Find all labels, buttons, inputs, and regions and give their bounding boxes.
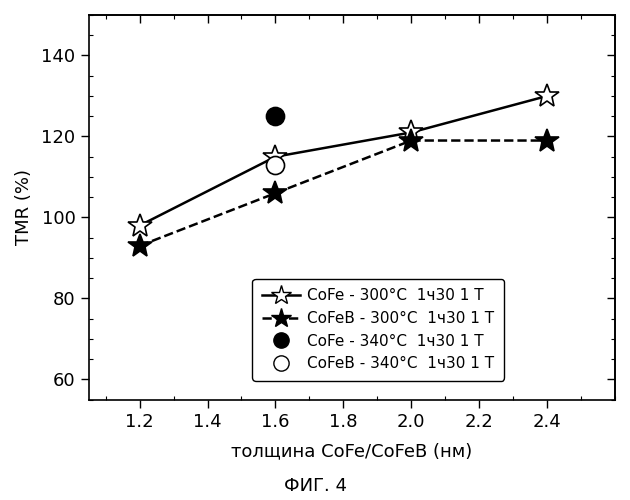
Text: ФИГ. 4: ФИГ. 4: [284, 477, 346, 495]
X-axis label: толщина CoFe/CoFeB (нм): толщина CoFe/CoFeB (нм): [231, 442, 472, 460]
Legend: CoFe - 300°C  1ч30 1 Т, CoFeB - 300°C  1ч30 1 Т, CoFe - 340°C  1ч30 1 Т, CoFeB -: CoFe - 300°C 1ч30 1 Т, CoFeB - 300°C 1ч3…: [253, 280, 504, 380]
Y-axis label: TMR (%): TMR (%): [15, 170, 33, 246]
